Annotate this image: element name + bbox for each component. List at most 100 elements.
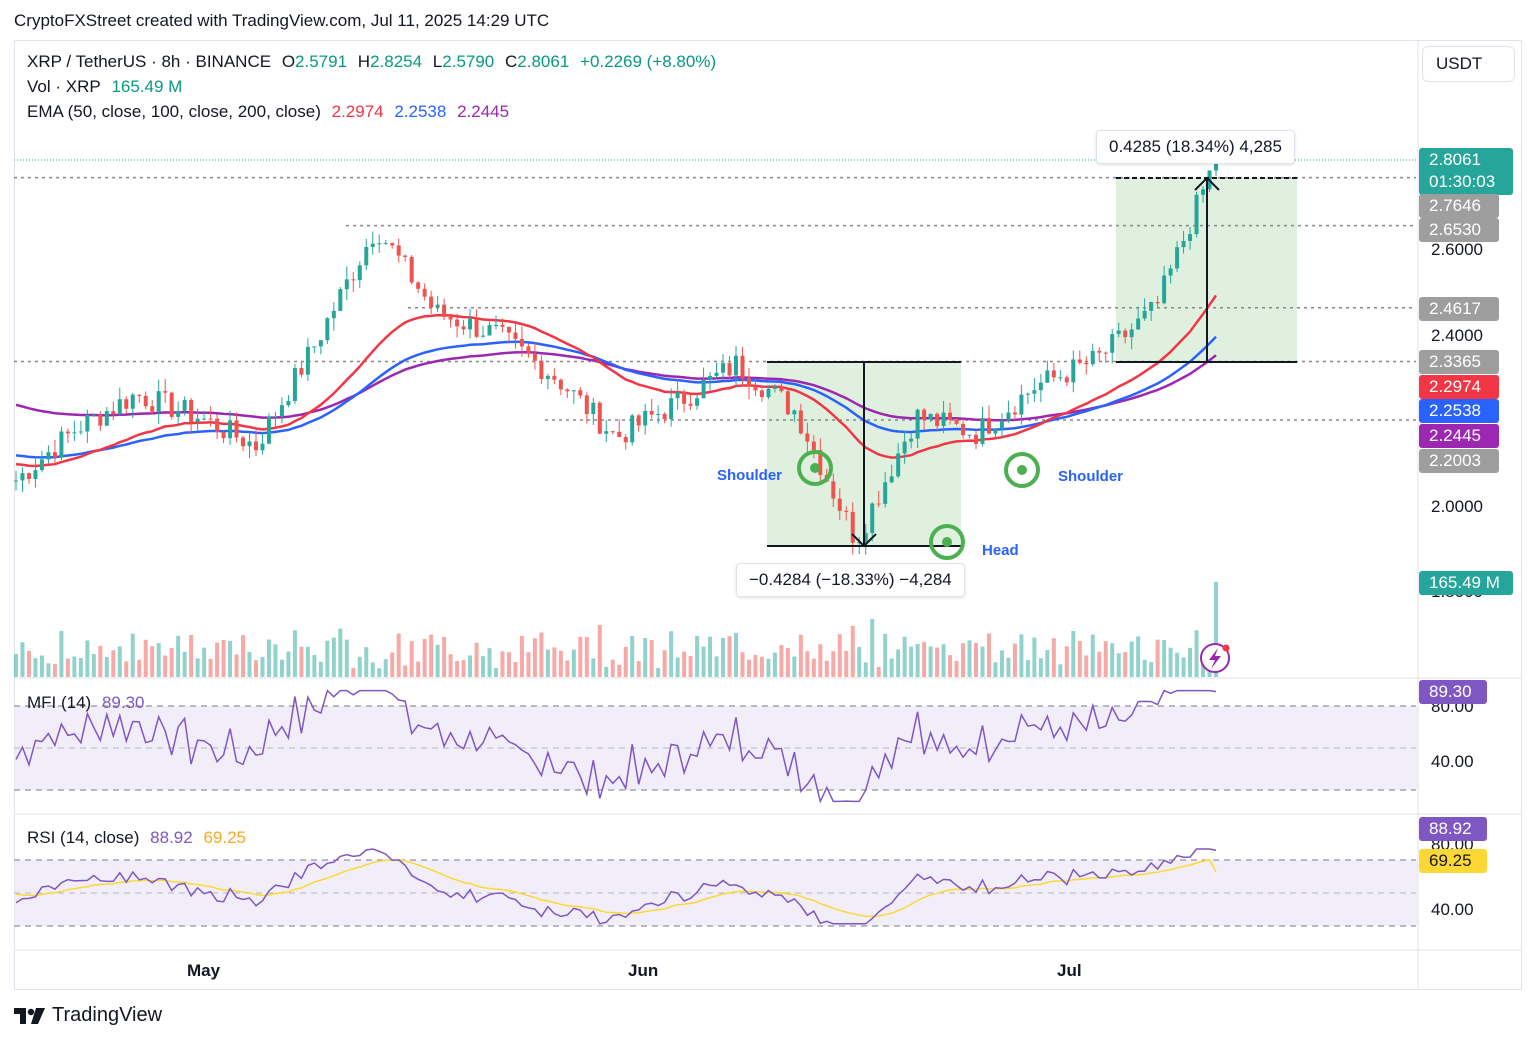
volume-bar (1032, 637, 1037, 677)
candle-body (1123, 330, 1128, 338)
candle-body (896, 453, 901, 477)
candle-body (14, 480, 18, 482)
volume-bar (455, 661, 460, 677)
candle-body (1194, 194, 1199, 235)
candle-body (558, 379, 563, 390)
candle-body (279, 405, 284, 417)
candle-body (98, 414, 103, 426)
volume-bar (228, 640, 233, 677)
candle-body (844, 510, 849, 512)
measure-down-label[interactable]: −0.4284 (−18.33%) −4,284 (736, 563, 965, 597)
volume-bar (33, 658, 38, 677)
volume-bar (286, 651, 291, 677)
rsi-label[interactable]: RSI (14, close) (27, 828, 140, 847)
candle-body (442, 304, 447, 317)
candle-body (909, 438, 914, 442)
volume-bar (1110, 643, 1115, 677)
volume-bar (468, 655, 473, 677)
candle-body (1006, 412, 1011, 421)
volume-bar (364, 647, 369, 677)
volume-bar (299, 646, 304, 677)
candle-body (954, 419, 959, 424)
candle-body (669, 398, 674, 420)
volume-bar (1129, 641, 1134, 677)
volume-bar (325, 640, 330, 677)
candle-body (383, 243, 388, 245)
candle-body (137, 394, 142, 396)
volume-bar (941, 644, 946, 677)
candle-body (247, 441, 252, 447)
right-shoulder-label[interactable]: Shoulder (1058, 468, 1124, 485)
mfi-value: 89.30 (101, 693, 145, 712)
volume-bar (552, 647, 557, 677)
currency-unit-button[interactable]: USDT (1422, 46, 1515, 82)
head-label[interactable]: Head (982, 542, 1019, 559)
last-price-pill: 2.8061 01:30:03 (1419, 148, 1513, 195)
volume-bar (779, 645, 784, 677)
candle-body (163, 391, 168, 393)
candle-body (1045, 370, 1050, 383)
volume-bar (78, 658, 83, 677)
candle-body (1019, 394, 1024, 415)
volume-bar (636, 661, 641, 677)
candle-body (195, 418, 200, 423)
pattern-circle-marker (1004, 452, 1040, 488)
volume-bar (513, 662, 518, 677)
candle-body (682, 391, 687, 404)
mfi-label[interactable]: MFI (14) (27, 693, 92, 712)
candle-body (215, 418, 220, 433)
volume-bar (928, 646, 933, 677)
legend-ema100: 2.2538 (394, 102, 447, 121)
volume-bar (1071, 630, 1076, 677)
volume-bar (176, 635, 181, 677)
candle-body (241, 437, 246, 447)
volume-bar (377, 668, 382, 677)
tradingview-logo-icon (14, 1007, 45, 1024)
candle-body (532, 353, 537, 361)
volume-bar (1019, 634, 1024, 677)
candle-body (429, 296, 434, 308)
volume-bar (416, 661, 421, 677)
volume-bar (948, 655, 953, 677)
volume-bar (195, 658, 200, 677)
volume-bar (1064, 646, 1069, 677)
legend-symbol[interactable]: XRP / TetherUS · 8h · BINANCE (27, 52, 272, 71)
candle-body (695, 398, 700, 406)
volume-bar (967, 640, 972, 677)
legend-vol-label[interactable]: Vol · XRP (27, 77, 101, 96)
tradingview-logo[interactable]: TradingView (14, 1004, 162, 1027)
volume-bar (1155, 639, 1160, 677)
volume-bar (1162, 640, 1167, 677)
candle-body (1097, 350, 1102, 353)
volume-bar (202, 647, 207, 677)
volume-bar (1090, 634, 1095, 677)
volume-bar (1149, 662, 1154, 677)
candle-body (1051, 370, 1056, 378)
volume-bar (519, 635, 524, 677)
measure-up-label[interactable]: 0.4285 (18.34%) 4,285 (1096, 130, 1295, 164)
legend-c-label: C (505, 52, 518, 71)
candle-body (850, 511, 855, 543)
footer-brand: TradingView (52, 1004, 163, 1026)
volume-bar (772, 652, 777, 677)
candle-body (922, 409, 927, 420)
volume-bar (1051, 638, 1056, 677)
left-shoulder-label[interactable]: Shoulder (717, 467, 783, 484)
volume-bar (156, 643, 161, 677)
volume-bar (662, 650, 667, 677)
candle-body (708, 375, 713, 380)
candle-body (506, 326, 511, 333)
candle-body (286, 401, 291, 406)
candle-body (883, 482, 888, 504)
candle-body (448, 316, 453, 320)
candle-body (902, 441, 907, 454)
candle-body (805, 433, 810, 442)
volume-bar (597, 624, 602, 677)
pattern-circle-marker (797, 450, 833, 486)
mfi-tick: 40.00 (1431, 752, 1474, 771)
volume-bar (805, 651, 810, 677)
legend-ema-label[interactable]: EMA (50, close, 100, close, 200, close) (27, 102, 321, 121)
level-pill: 2.6530 (1419, 218, 1499, 242)
volume-bar (1012, 643, 1017, 677)
